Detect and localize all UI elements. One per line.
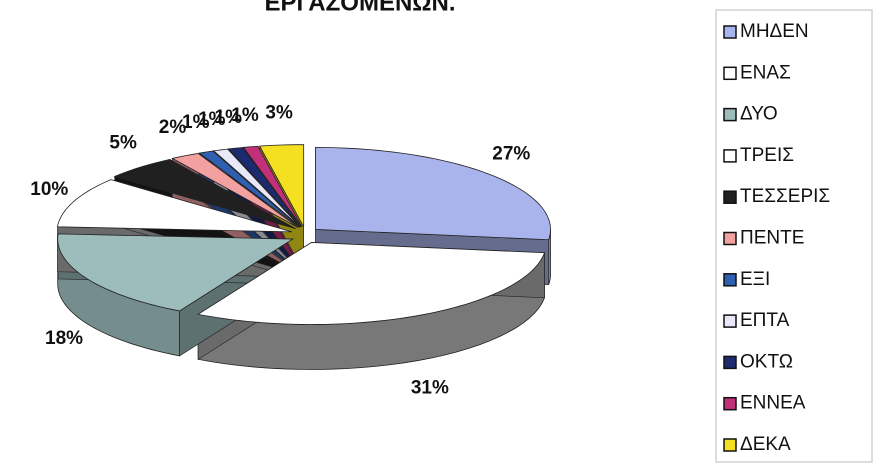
data-label: 18%: [45, 328, 83, 349]
legend-swatch: [723, 66, 737, 81]
legend-label: ΟΚΤΩ: [740, 351, 793, 372]
slice: [242, 145, 303, 228]
legend-label: ΤΕΣΣΕΡΙΣ: [740, 186, 830, 207]
slice: [113, 159, 296, 230]
data-label: 1%: [198, 109, 226, 130]
data-label: 5%: [109, 133, 137, 154]
slice: [212, 148, 301, 228]
legend-swatch: [723, 190, 737, 204]
data-label: 31%: [411, 378, 449, 399]
data-label: 27%: [492, 143, 530, 164]
legend-swatch: [723, 231, 737, 246]
data-label: 10%: [30, 179, 68, 200]
pie: 27%31%18%10%5%2%1%1%1%1% 3%: [30, 103, 551, 399]
legend-label: ΜΗΔΕΝ: [740, 21, 809, 42]
slice: [56, 179, 293, 233]
slice: [315, 147, 551, 241]
legend-swatch: [723, 149, 737, 163]
legend-label: ΔΥΟ: [740, 104, 778, 125]
chart-title: ΕΡΓΑΖΟΜΕΝΩΝ.: [264, 0, 455, 16]
legend-swatch: [723, 25, 737, 39]
legend-swatch: [723, 355, 737, 370]
slice: [57, 233, 295, 312]
legend-swatch: [723, 438, 737, 452]
slice: [197, 242, 546, 325]
legend-box: [715, 9, 873, 463]
slice: [198, 150, 300, 228]
data-label: 2%: [159, 117, 187, 138]
legend-label: ΕΞΙ: [740, 269, 770, 290]
legend-label: ΕΝΝΕΑ: [740, 393, 806, 414]
legend-swatch: [723, 107, 737, 122]
data-label: 1%: [231, 105, 259, 126]
legend-label: ΤΡΕΙΣ: [740, 145, 794, 166]
legend-swatch: [723, 273, 737, 287]
slice: [258, 144, 305, 227]
legend-label: ΔΕΚΑ: [740, 434, 791, 455]
legend-swatch: [723, 396, 737, 411]
legend: ΜΗΔΕΝ ΕΝΑΣ ΔΥΟ ΤΡΕΙΣ ΤΕΣΣΕΡΙΣ ΠΕΝΤΕ ΕΞΙ ΕΠΤΑ ΟΚΤ…: [723, 21, 830, 455]
legend-label: ΕΠΤΑ: [740, 310, 790, 331]
data-label: 1%: [182, 112, 210, 133]
data-label: 3%: [265, 103, 293, 124]
legend-swatch: [723, 314, 737, 328]
slice: [171, 153, 299, 228]
legend-label: ΕΝΑΣ: [740, 62, 791, 83]
legend-label: ΠΕΝΤΕ: [740, 228, 804, 249]
slice: [227, 147, 302, 228]
data-label: 1%: [215, 107, 243, 128]
